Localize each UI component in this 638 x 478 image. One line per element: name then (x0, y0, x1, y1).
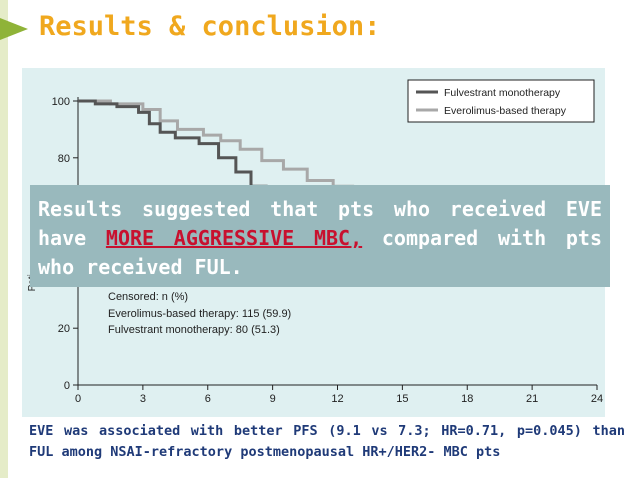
results-callout-text: Results suggested that pts who received … (38, 195, 602, 282)
censored-line: Fulvestrant monotherapy: 80 (51.3) (108, 324, 280, 336)
conclusion-text: EVE was associated with better PFS (9.1 … (29, 423, 625, 460)
x-tick-label: 6 (205, 393, 211, 405)
legend-label: Fulvestrant monotherapy (444, 87, 561, 99)
censored-header: Censored: n (%) (108, 291, 188, 303)
x-tick-label: 21 (526, 393, 538, 405)
callout-highlight: MORE AGGRESSIVE MBC, (105, 226, 363, 250)
results-callout-box: Results suggested that pts who received … (30, 185, 610, 287)
callout-text-after: compared with pts who received FUL. (38, 226, 602, 279)
slide-title: Results & conclusion: (39, 11, 381, 42)
slide-side-bar (0, 0, 8, 478)
x-tick-label: 15 (396, 393, 408, 405)
x-tick-label: 24 (591, 393, 603, 405)
x-tick-label: 12 (331, 393, 343, 405)
censored-line: Everolimus-based therapy: 115 (59.9) (108, 308, 291, 320)
y-tick-label: 80 (58, 153, 70, 165)
legend-label: Everolimus-based therapy (444, 105, 567, 117)
x-tick-label: 3 (140, 393, 146, 405)
title-arrow-icon (0, 18, 28, 40)
km-curve-everolimus-based (78, 99, 355, 195)
y-tick-label: 0 (64, 380, 70, 392)
legend-box (407, 79, 595, 123)
y-tick-label: 20 (58, 323, 70, 335)
x-tick-label: 0 (75, 393, 81, 405)
y-tick-label: 100 (52, 96, 70, 108)
x-tick-label: 9 (270, 393, 276, 405)
callout-text-before: Results suggested that pts who received … (38, 197, 602, 250)
x-tick-label: 18 (461, 393, 473, 405)
